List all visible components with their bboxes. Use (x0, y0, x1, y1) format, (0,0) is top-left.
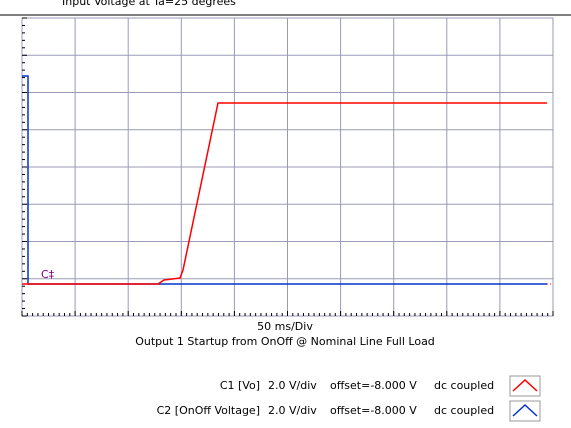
legend-icon (512, 378, 538, 392)
legend: C1 [Vo] 2.0 V/div offset=-8.000 V dc couple… (157, 375, 541, 422)
c2-trace (22, 75, 547, 285)
timebase-label: 50 ms/Div (257, 320, 313, 333)
legend-channel: C1 [Vo] (220, 379, 260, 392)
legend-channel: C2 [OnOff Voltage] (157, 404, 260, 417)
legend-coupling: dc coupled (434, 404, 494, 417)
header-title: Input Voltage at Ta=25 degrees (62, 0, 236, 8)
grid (22, 18, 553, 316)
legend-offset: offset=-8.000 V (330, 379, 417, 392)
ticks (21, 17, 554, 317)
channel-marker: C‡ (41, 268, 55, 281)
c1-trace (22, 102, 547, 285)
legend-scale: 2.0 V/div (268, 404, 317, 417)
legend-icon (512, 403, 538, 417)
legend-icon-box (509, 375, 541, 397)
legend-coupling: dc coupled (434, 379, 494, 392)
legend-offset: offset=-8.000 V (330, 404, 417, 417)
plot-caption: Output 1 Startup from OnOff @ Nominal Li… (135, 335, 435, 348)
legend-icon-box (509, 400, 541, 422)
legend-scale: 2.0 V/div (268, 379, 317, 392)
